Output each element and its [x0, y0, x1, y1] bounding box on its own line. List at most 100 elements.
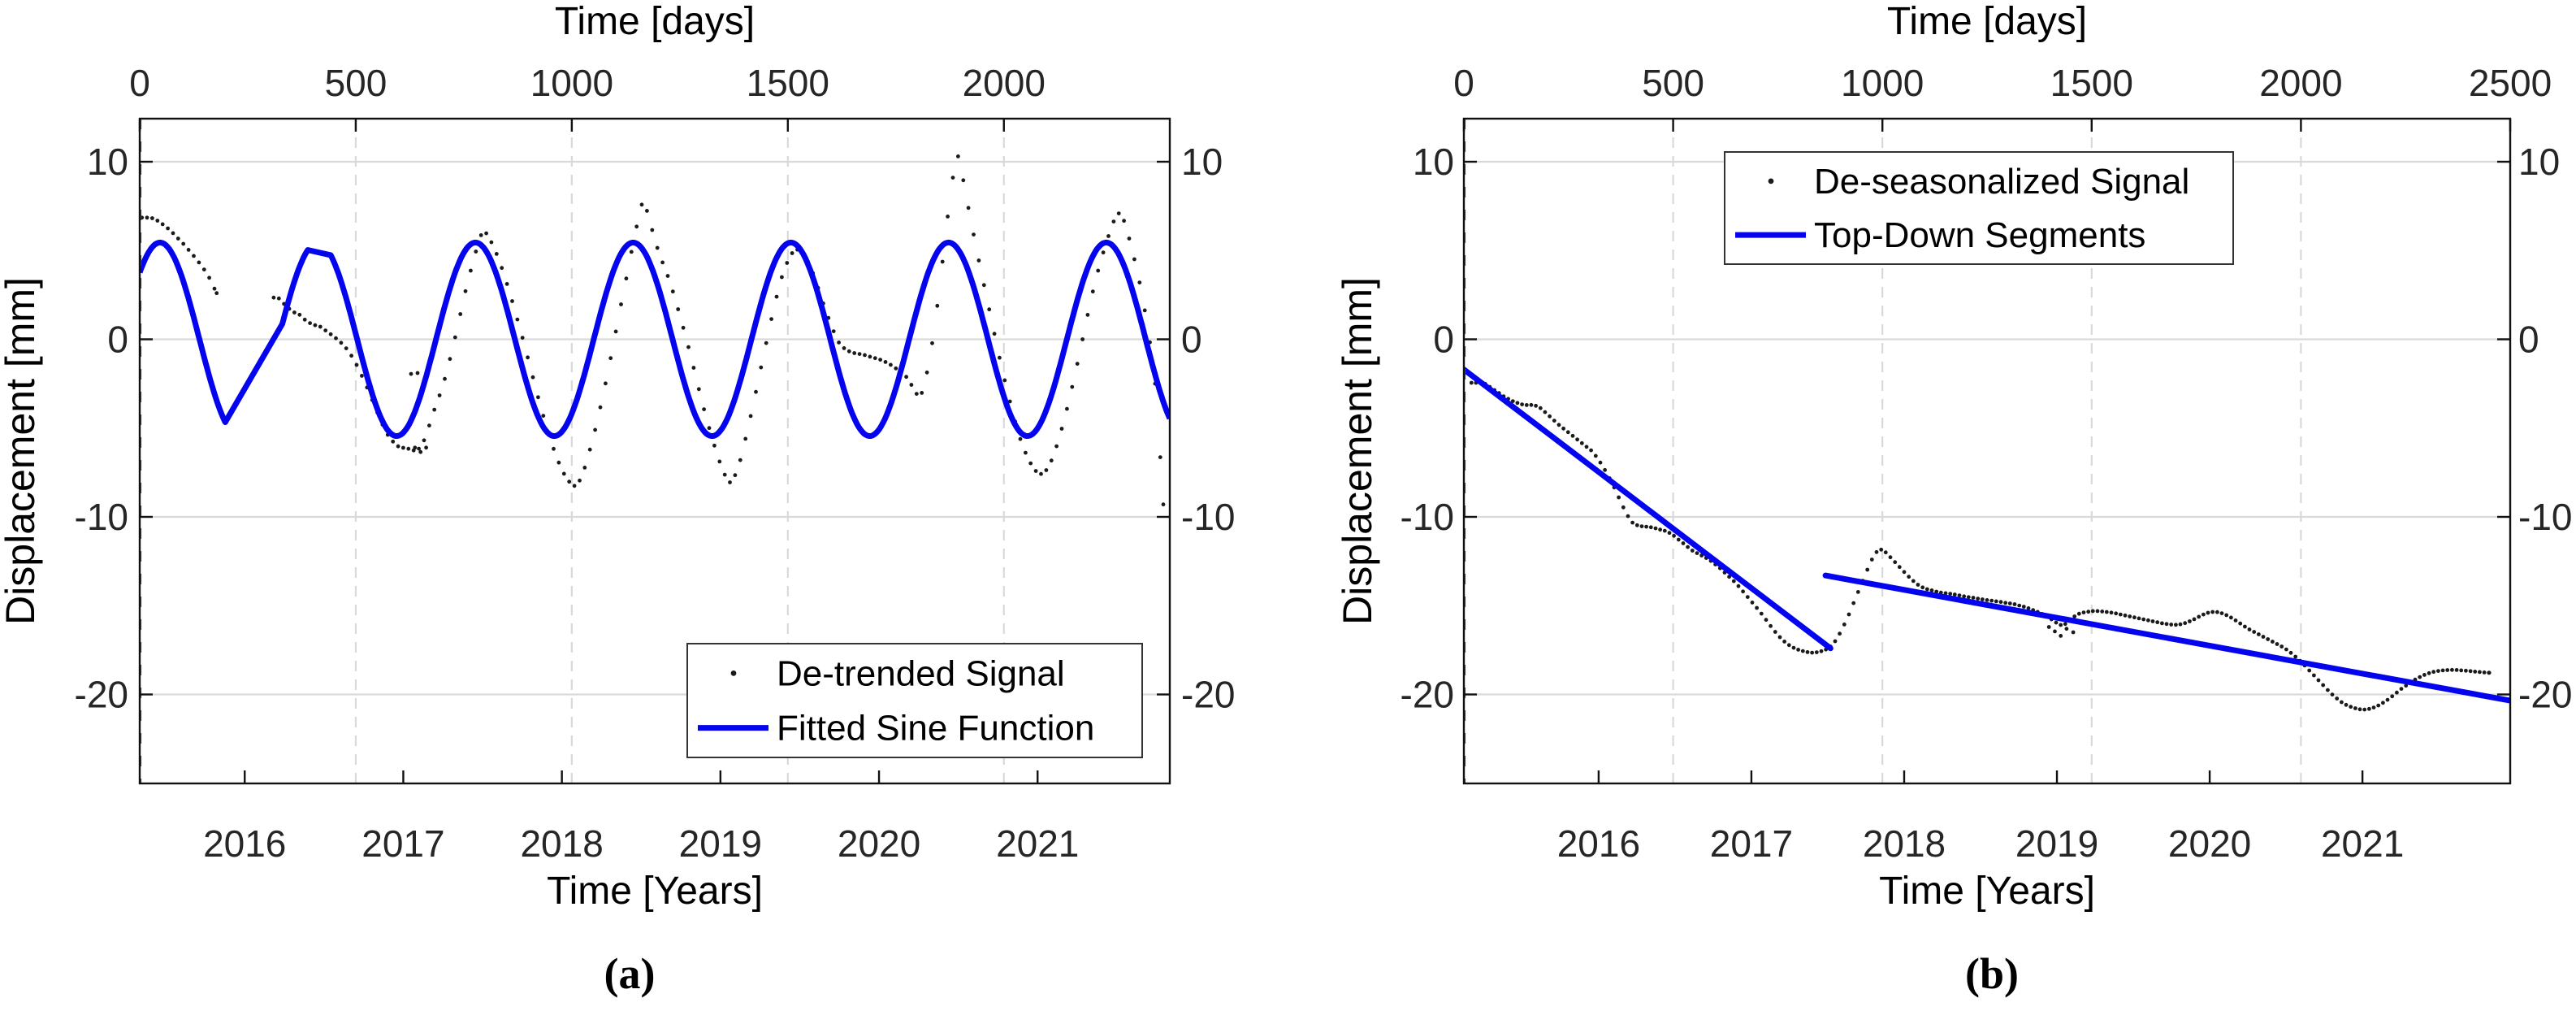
data-dot [1007, 399, 1012, 404]
data-dot [406, 446, 411, 451]
data-dot [334, 336, 338, 341]
year-tick-label: 2016 [1557, 822, 1640, 865]
top-tick-label: 500 [325, 62, 387, 104]
data-dot [276, 296, 281, 301]
data-dot [2362, 707, 2367, 712]
data-dot [2450, 667, 2454, 672]
data-dot [1888, 555, 1893, 560]
top-tick-label: 2000 [963, 62, 1046, 104]
data-dot [323, 328, 328, 332]
data-dot [2090, 609, 2095, 614]
data-dot [432, 407, 437, 412]
data-dot [1024, 450, 1028, 455]
data-dot [1957, 593, 1962, 597]
data-dot [1589, 448, 1593, 453]
data-dot [1916, 583, 1920, 587]
scatter-series [140, 154, 1166, 507]
data-dot [484, 231, 488, 236]
data-dot [582, 466, 587, 470]
fitted-sine-line [140, 239, 1170, 440]
data-dot [344, 346, 349, 350]
data-dot [2316, 678, 2321, 683]
data-dot [1548, 414, 1552, 419]
data-dot [437, 393, 442, 397]
data-dot [1686, 545, 1691, 549]
data-dot [360, 374, 364, 378]
data-dot [292, 310, 297, 315]
data-dot [1690, 549, 1695, 553]
data-dot [448, 357, 452, 362]
data-dot [1075, 362, 1080, 366]
data-dot [619, 302, 623, 306]
data-dot [2206, 610, 2210, 615]
data-dot [878, 358, 882, 362]
data-dot [2100, 610, 2105, 614]
data-dot [1846, 612, 1851, 617]
data-dot [639, 202, 644, 207]
data-dot [883, 360, 888, 364]
data-dot [1018, 436, 1023, 441]
year-tick-label: 2020 [2168, 822, 2251, 865]
data-dot [712, 443, 717, 448]
data-dot [2279, 644, 2284, 649]
data-dot [1653, 526, 1658, 531]
data-dot [1907, 575, 1911, 579]
data-dot [769, 317, 773, 321]
data-dot [2293, 654, 2298, 659]
y-tick-label-right: 0 [2518, 319, 2539, 361]
data-dot [2123, 613, 2128, 618]
data-dot [1911, 579, 1916, 584]
data-dot [1920, 585, 1925, 590]
data-dot [2326, 688, 2330, 692]
data-dot [1810, 650, 1815, 655]
data-dot [1096, 268, 1101, 273]
data-dot [1158, 455, 1162, 459]
data-dot [846, 349, 851, 354]
data-dot [2422, 673, 2427, 677]
legend-dot-marker [730, 670, 737, 676]
y-tick-label-left: 0 [1433, 319, 1454, 361]
data-dot [2312, 673, 2316, 678]
trend-segment-line [1822, 572, 2510, 704]
data-dot [2164, 622, 2169, 627]
data-dot [1524, 403, 1529, 407]
y-tick-label-right: 10 [1181, 141, 1223, 183]
data-dot [2288, 650, 2293, 655]
data-dot [2114, 611, 2119, 616]
data-dot [1764, 618, 1769, 623]
data-dot [478, 233, 483, 237]
data-dot [1672, 533, 1677, 538]
data-dot [561, 471, 566, 476]
data-dot [1879, 547, 1884, 552]
data-dot [702, 407, 706, 411]
data-dot [494, 252, 499, 256]
data-dot [391, 439, 396, 444]
data-dot [339, 341, 344, 345]
data-dot [1106, 234, 1110, 238]
data-dot [655, 245, 660, 250]
data-dot [510, 299, 514, 303]
data-dot [2053, 629, 2057, 634]
data-dot [2482, 670, 2487, 675]
year-tick-label: 2021 [996, 822, 1079, 865]
data-dot [1593, 453, 1598, 458]
data-dot [572, 484, 577, 488]
data-dot [2215, 610, 2219, 614]
data-dot [2128, 614, 2132, 618]
y-tick-label-right: -20 [1181, 674, 1235, 716]
data-dot [452, 335, 457, 340]
data-dot [2478, 670, 2482, 675]
data-dot [541, 414, 546, 418]
y-axis-title: Displacement [mm] [1335, 277, 1380, 625]
data-dot [1070, 384, 1075, 389]
data-dot [1667, 531, 1672, 536]
data-dot [1869, 558, 1874, 562]
trend-segment-line [1464, 367, 1834, 652]
data-dot [987, 307, 992, 312]
data-dot [443, 376, 447, 381]
data-dot [613, 329, 618, 334]
data-dot [2487, 670, 2492, 675]
data-dot [2321, 683, 2326, 688]
data-dot [413, 445, 418, 450]
